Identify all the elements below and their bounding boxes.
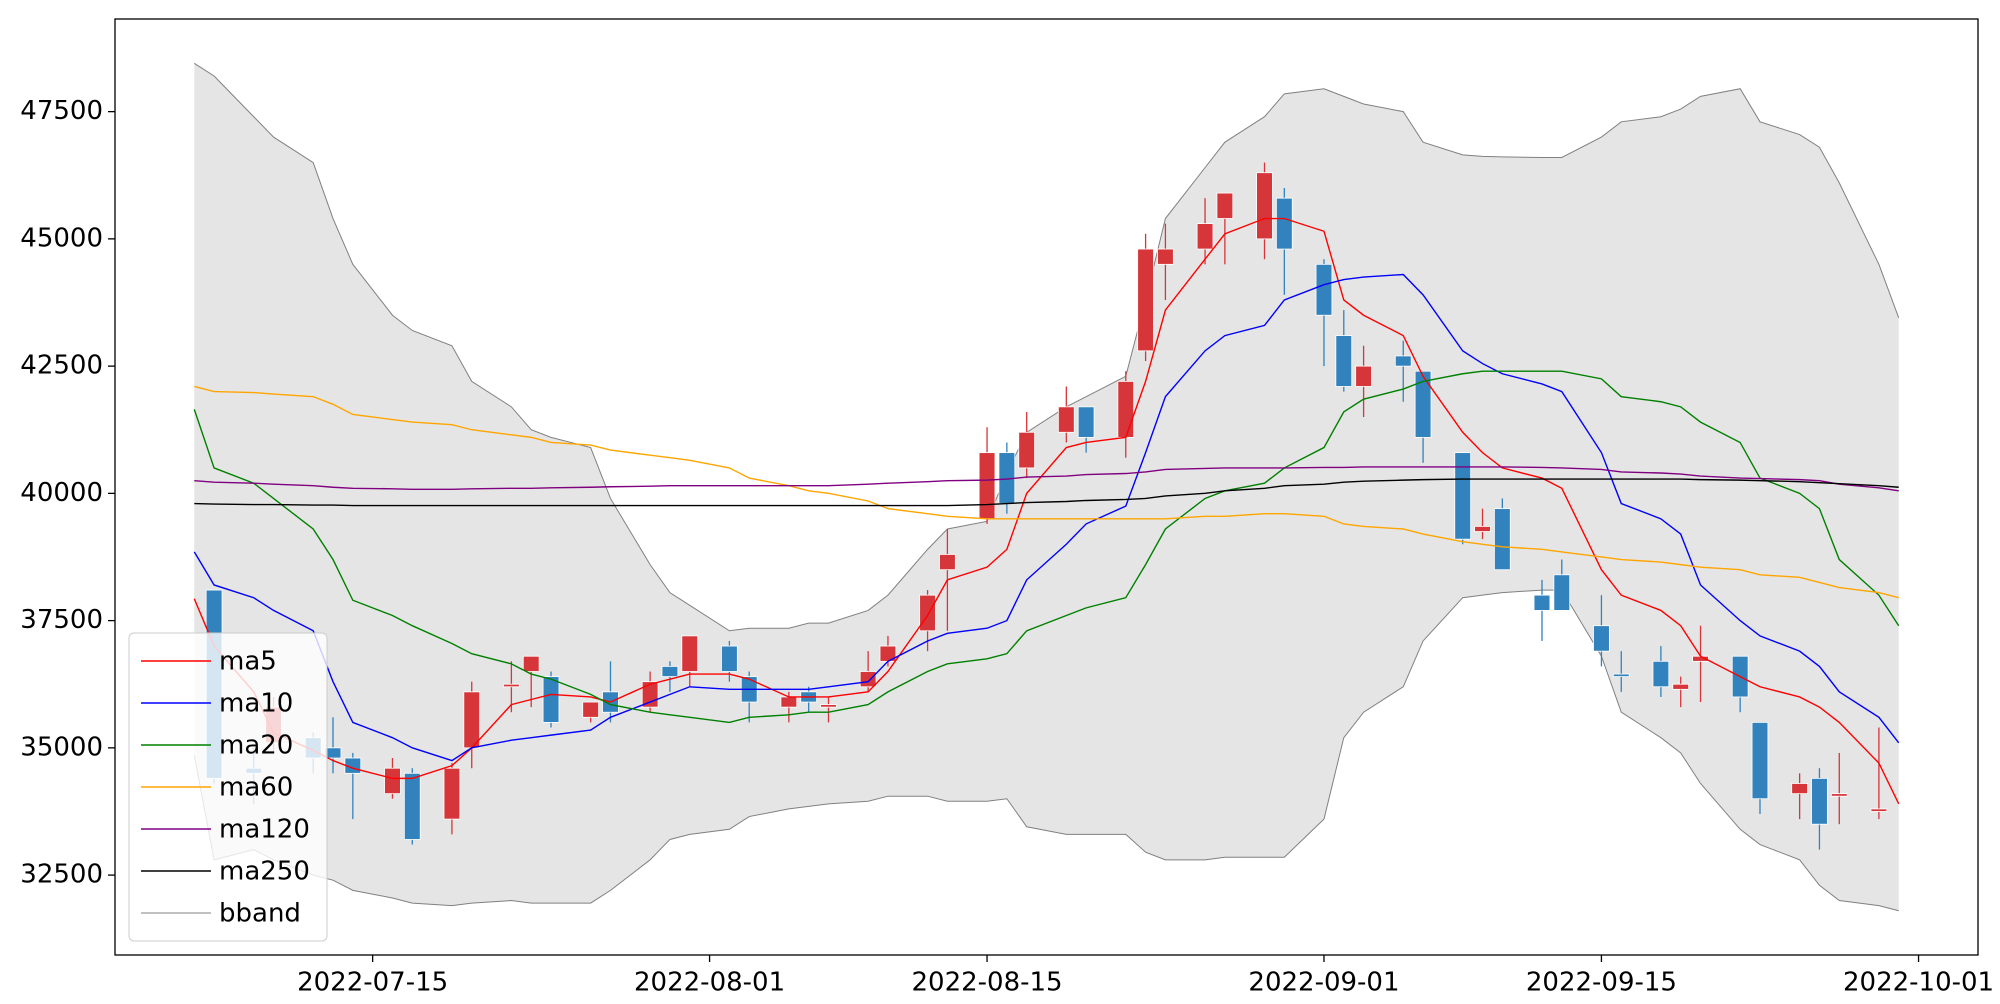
legend: ma5 ma10 ma20 ma60 ma120 ma250 bband	[128, 632, 328, 942]
candle-body	[1612, 673, 1630, 677]
candle-body	[1018, 431, 1036, 469]
candle-body	[1335, 335, 1353, 387]
band-fill	[194, 63, 1899, 911]
y-tick-label: 47500	[20, 96, 103, 126]
candle-body	[1811, 777, 1828, 825]
y-tick-label: 37500	[20, 605, 103, 635]
band-upper	[194, 62, 1900, 632]
x-tick-label: 2022-10-01	[1843, 968, 1994, 998]
ma-line	[194, 466, 1899, 492]
candle-body	[542, 676, 560, 723]
legend-label: ma60	[219, 773, 293, 803]
candle-body	[978, 452, 996, 520]
candle-body	[859, 671, 877, 688]
candle-body	[681, 635, 699, 672]
candle-body	[443, 767, 461, 820]
ma-line	[193, 273, 1900, 762]
ma-line	[193, 217, 1900, 805]
candle-body	[661, 666, 679, 677]
candle-body	[919, 594, 936, 632]
band-lower	[193, 589, 1899, 912]
candle-body	[582, 701, 599, 718]
y-tick-label: 45000	[20, 223, 103, 253]
candle-body	[641, 681, 659, 708]
ma-line	[193, 370, 1900, 724]
candle-body	[463, 691, 481, 749]
candle-body	[1494, 508, 1511, 571]
x-tick-label: 2022-07-15	[297, 968, 448, 998]
candle-body	[1057, 406, 1075, 433]
candle-body	[1157, 248, 1174, 265]
x-tick-label: 2022-09-15	[1526, 968, 1677, 998]
candle-body	[1117, 380, 1135, 438]
candle-body	[1256, 172, 1273, 240]
candle-body	[1870, 808, 1888, 812]
candle-body	[1355, 365, 1372, 387]
candle-body	[1137, 248, 1154, 352]
plot-frame	[114, 18, 1979, 956]
candle-body	[1553, 574, 1571, 611]
candle-body	[1394, 355, 1412, 367]
x-tick-label: 2022-08-01	[634, 968, 785, 998]
ma-line	[194, 385, 1899, 599]
candle-body	[522, 655, 540, 672]
y-tick-label: 35000	[20, 732, 103, 762]
candle-body	[1196, 223, 1214, 250]
candle-body	[1533, 594, 1551, 611]
candle-body	[384, 767, 401, 795]
legend-label: ma120	[219, 815, 310, 845]
candle-body	[1315, 263, 1333, 316]
candle-body	[1652, 660, 1670, 688]
candle-body	[1830, 793, 1848, 797]
x-tick-label: 2022-09-01	[1248, 968, 1399, 998]
candle-body	[1791, 783, 1808, 795]
ma-line	[194, 478, 1899, 507]
legend-label: ma10	[219, 689, 293, 719]
candle-body	[1474, 526, 1491, 532]
x-tick-label: 2022-08-15	[911, 968, 1062, 998]
y-tick-label: 32500	[20, 860, 103, 890]
candle-body	[1672, 683, 1690, 690]
y-tick-label: 40000	[20, 478, 103, 508]
candle-body	[503, 683, 520, 688]
candle-body	[1216, 192, 1234, 219]
legend-label: ma5	[219, 647, 277, 677]
y-tick-label: 42500	[20, 351, 103, 381]
candle-body	[1751, 721, 1769, 800]
legend-label: ma250	[219, 857, 310, 887]
candle-body	[721, 645, 738, 672]
candle-body	[939, 554, 956, 571]
legend-label: ma20	[219, 731, 293, 761]
candle-body	[1593, 625, 1610, 652]
legend-box	[128, 632, 328, 942]
candle-body	[403, 772, 421, 840]
candle-body	[1414, 370, 1432, 438]
candle-body	[820, 704, 837, 708]
legend-label: bband	[219, 899, 301, 929]
candle-body	[1276, 197, 1293, 250]
candle-body	[780, 696, 798, 708]
candle-body	[1454, 452, 1472, 540]
candle-body	[1077, 406, 1095, 438]
